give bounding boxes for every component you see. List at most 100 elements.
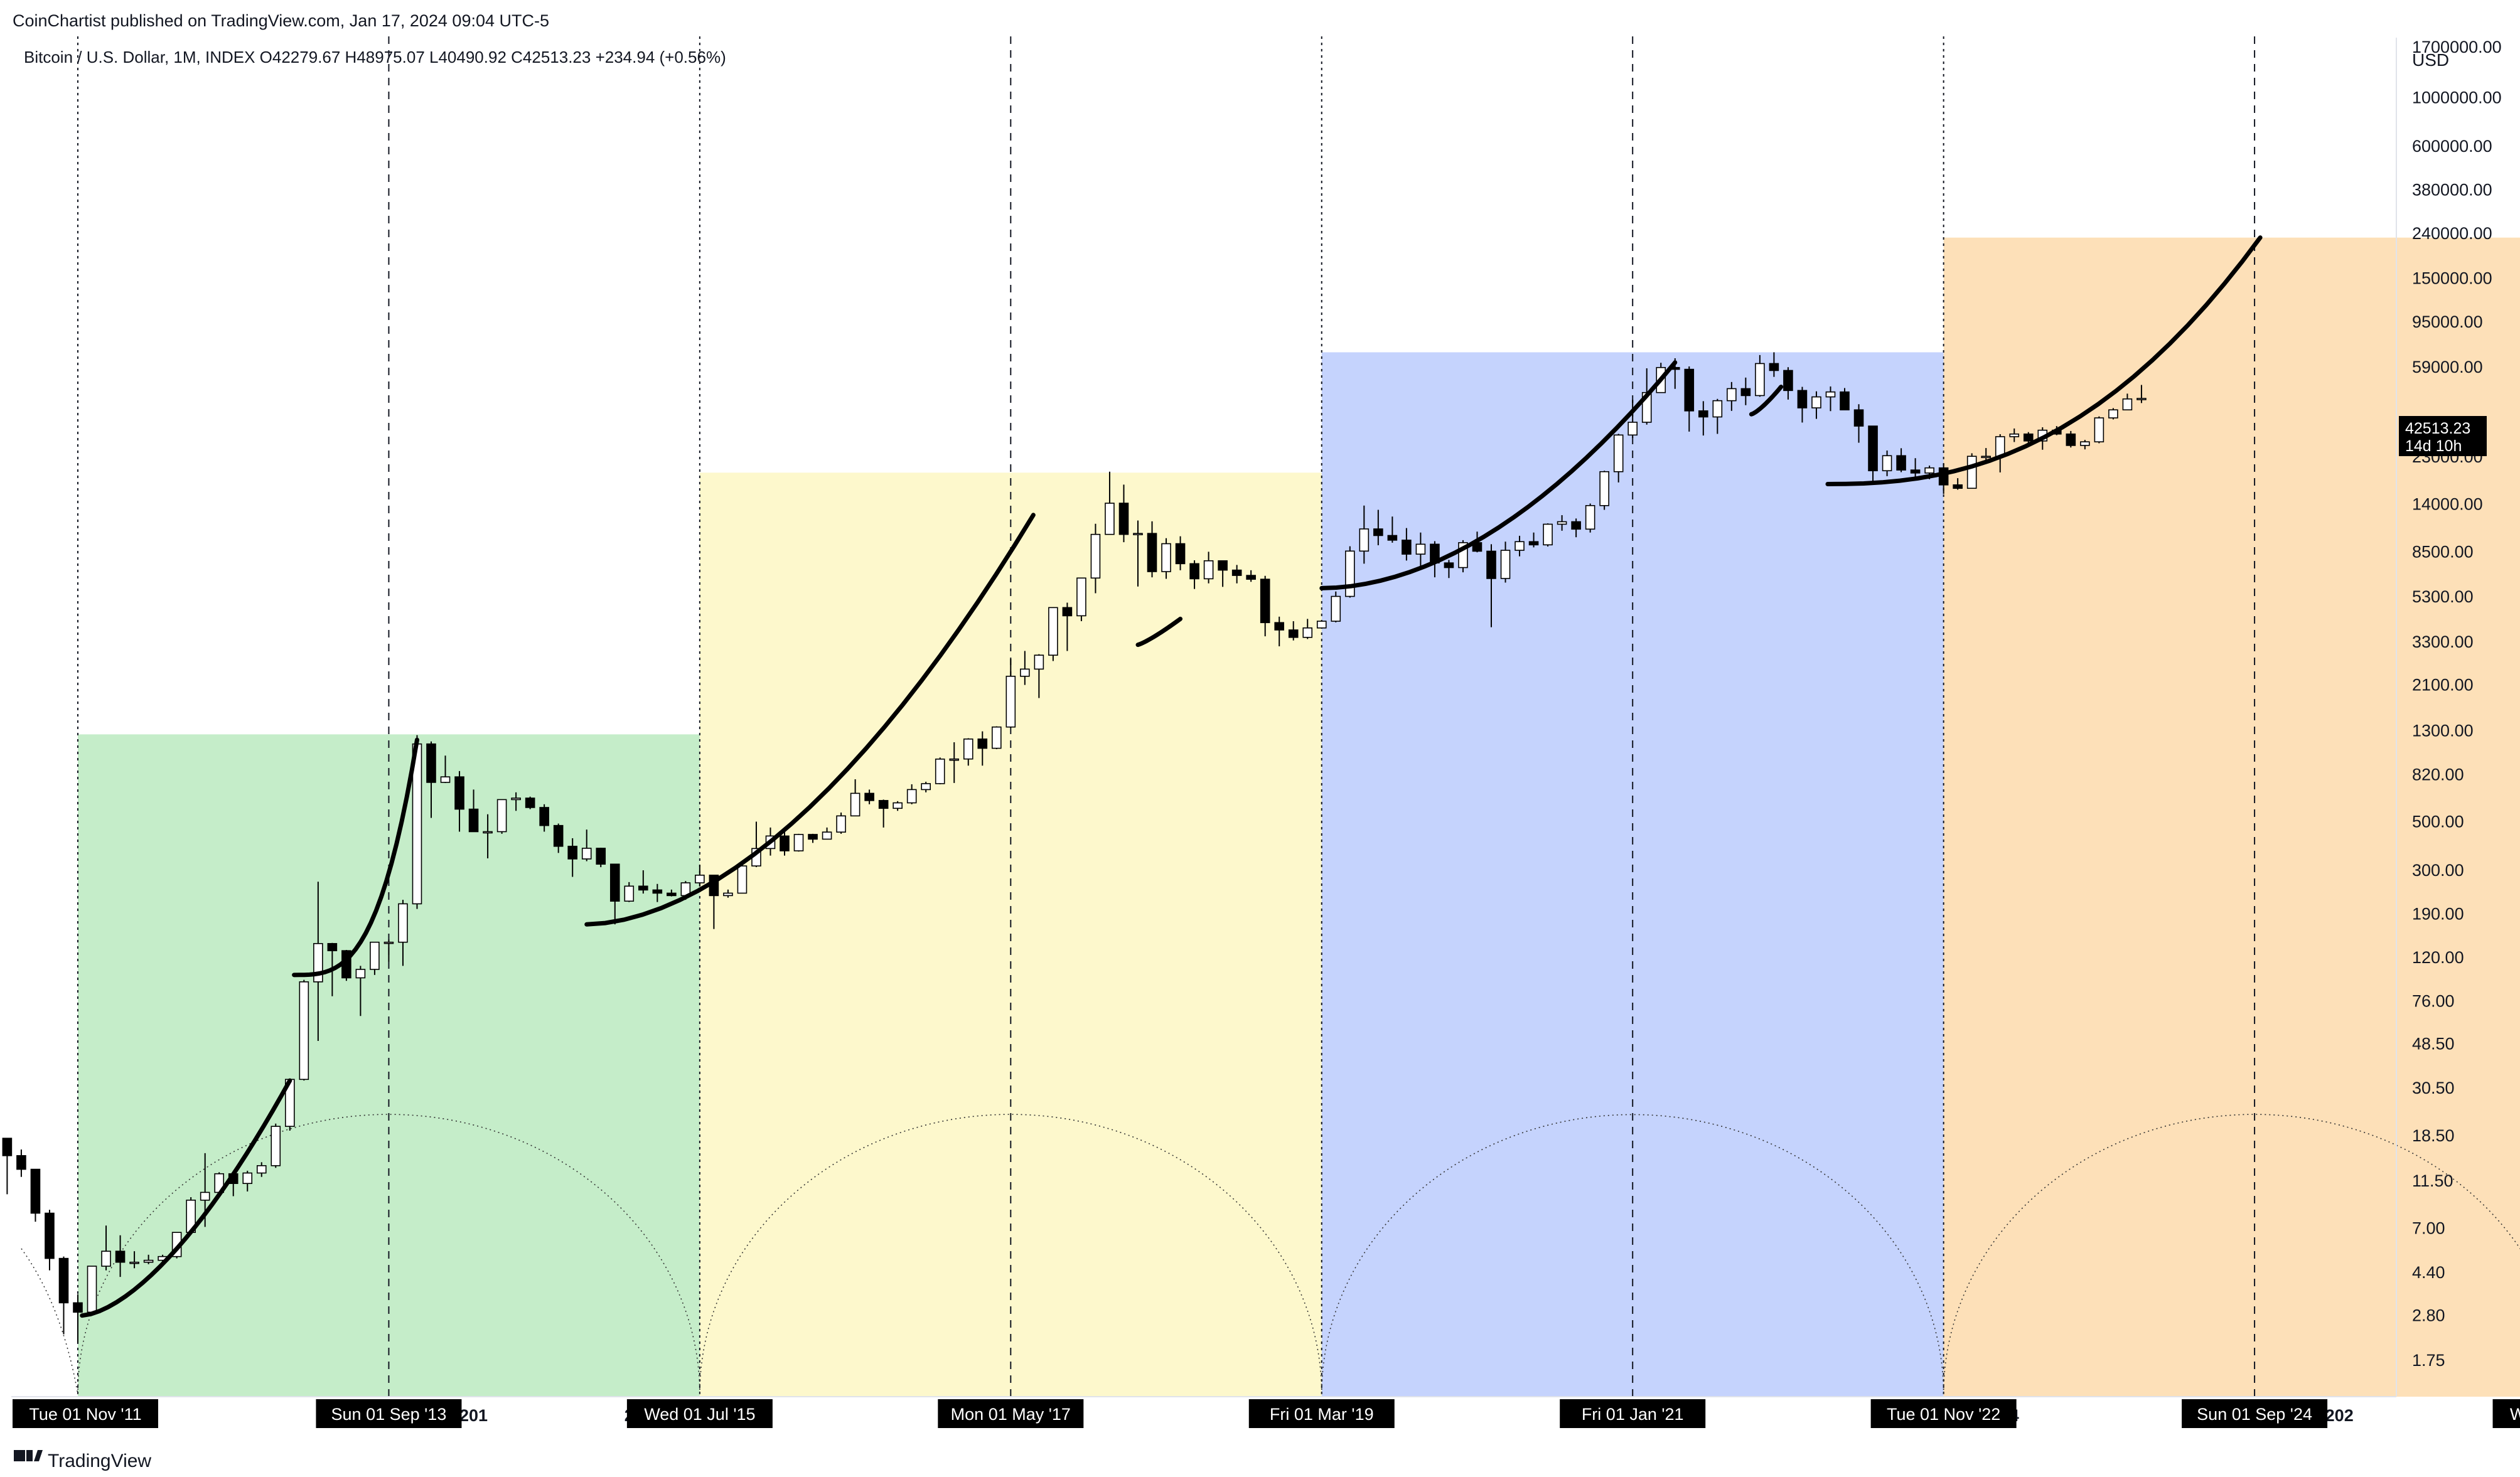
candle[interactable] [581,829,592,861]
candle[interactable] [1062,602,1073,651]
candle[interactable] [1543,523,1553,547]
candle[interactable] [2094,416,2104,444]
candle[interactable] [2122,393,2133,411]
candle[interactable] [1020,651,1030,685]
candle[interactable] [1316,620,1327,629]
candle[interactable] [539,804,549,832]
candle[interactable] [596,848,606,868]
candle[interactable] [1515,535,1525,557]
candle[interactable] [2108,408,2118,420]
candle[interactable] [737,861,748,894]
candle[interactable] [1896,448,1906,472]
candle[interactable] [1571,518,1581,538]
candle[interactable] [1684,366,1695,432]
candle[interactable] [1853,404,1864,443]
candle[interactable] [624,882,635,902]
candle[interactable] [2009,428,2020,442]
candle[interactable] [2080,440,2090,450]
parabolic-curve-5[interactable] [1319,360,1678,590]
symbol-legend[interactable]: Bitcoin / U.S. Dollar, 1M, INDEX O42279.… [24,48,726,67]
parabolic-curve-4[interactable] [1135,616,1183,648]
candle[interactable] [1048,607,1058,661]
candle[interactable] [412,735,422,909]
candle[interactable] [935,757,945,784]
candle[interactable] [511,792,521,811]
candle[interactable] [695,865,705,887]
parabolic-curve-6[interactable] [1749,385,1784,417]
candle[interactable] [398,900,408,966]
candle[interactable] [1402,528,1412,561]
candle[interactable] [1387,516,1398,543]
parabolic-curve-3[interactable] [584,513,1036,927]
candle[interactable] [454,770,464,832]
candle[interactable] [1486,544,1496,627]
candle[interactable] [963,738,973,766]
candle[interactable] [1953,478,1963,490]
candle[interactable] [1005,659,1016,728]
candle[interactable] [1740,377,1751,405]
candle[interactable] [87,1266,97,1316]
candle[interactable] [822,827,832,840]
candle[interactable] [383,939,394,962]
candle[interactable] [1557,515,1567,531]
candle[interactable] [115,1235,126,1277]
candle[interactable] [16,1149,26,1177]
candle[interactable] [667,889,677,897]
candle[interactable] [878,799,889,828]
candle[interactable] [496,799,507,834]
candle[interactable] [1528,532,1539,548]
candle[interactable] [525,796,535,809]
candle[interactable] [793,833,804,852]
candle[interactable] [1698,401,1708,436]
candle[interactable] [1712,398,1723,434]
candle[interactable] [567,838,578,877]
candle[interactable] [1147,521,1157,578]
candle[interactable] [1105,471,1115,535]
candle[interactable] [1274,616,1284,647]
candle[interactable] [1302,619,1313,639]
currency-label[interactable]: USD [2412,50,2449,70]
candle[interactable] [284,1079,295,1131]
candle[interactable] [1613,434,1624,483]
candle[interactable] [299,979,309,1081]
candle[interactable] [1585,503,1595,533]
candle[interactable] [242,1170,253,1192]
candle[interactable] [1345,546,1355,598]
candle[interactable] [553,823,564,853]
candle[interactable] [1627,400,1638,438]
candle[interactable] [30,1168,41,1222]
candle[interactable] [271,1123,281,1168]
candle[interactable] [2137,385,2147,403]
candle[interactable] [1076,577,1086,622]
candle[interactable] [1769,352,1779,377]
candle[interactable] [638,870,648,894]
parabolic-curve-2[interactable] [292,737,419,978]
candle[interactable] [256,1162,267,1177]
candle[interactable] [1359,505,1370,564]
time-axis[interactable]: 201320120162018202020222024202Tue 01 Nov… [13,1399,2520,1428]
candle[interactable] [1415,532,1426,567]
candle[interactable] [1246,570,1256,582]
candle[interactable] [1840,388,1850,411]
candle[interactable] [1797,387,1808,423]
candle[interactable] [1966,453,1977,489]
candle[interactable] [2066,430,2076,448]
candle[interactable] [45,1210,55,1271]
candle[interactable] [1161,538,1171,579]
candle[interactable] [977,731,988,766]
candle[interactable] [836,813,846,834]
candle[interactable] [949,742,960,783]
candle[interactable] [864,789,874,804]
candle[interactable] [1430,541,1440,578]
candle[interactable] [1727,381,1737,411]
candle[interactable] [483,814,493,859]
candle[interactable] [808,833,818,843]
candle[interactable] [129,1251,139,1269]
candle[interactable] [58,1256,69,1335]
candle[interactable] [1783,367,1793,400]
candle[interactable] [1189,560,1199,589]
candle[interactable] [921,781,931,792]
candle[interactable] [1034,654,1044,698]
candle[interactable] [652,883,663,902]
candle[interactable] [906,784,917,804]
